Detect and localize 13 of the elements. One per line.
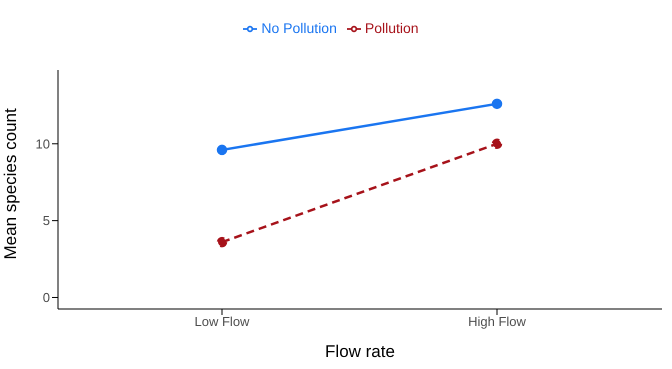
- y-tick-label: 0: [42, 290, 50, 306]
- x-tick-label: High Flow: [468, 314, 527, 330]
- x-tick-label: Low Flow: [194, 314, 250, 330]
- y-tick-label: 5: [42, 213, 50, 228]
- point: [492, 98, 502, 110]
- legend-label: Pollution: [364, 20, 419, 36]
- point: [492, 138, 502, 150]
- y-axis-title: Mean species count: [1, 108, 20, 260]
- point: [216, 144, 228, 156]
- legend-label: No Pollution: [261, 20, 337, 36]
- point: [216, 236, 228, 248]
- x-axis-title: Flow rate: [325, 342, 395, 361]
- y-tick-label: 10: [36, 136, 50, 152]
